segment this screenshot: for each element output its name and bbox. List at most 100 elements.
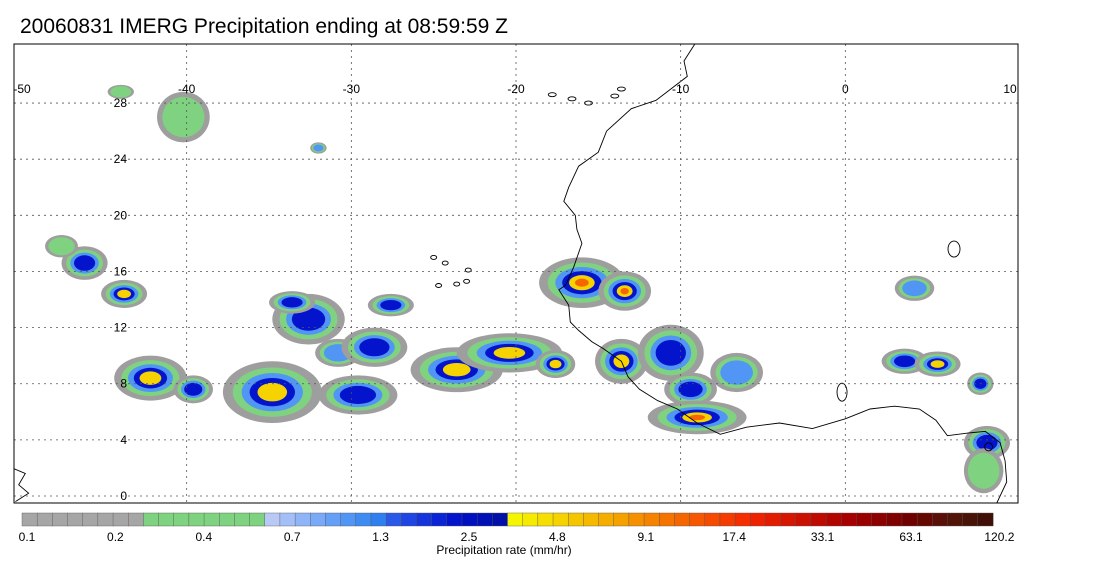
precip-ring [549, 359, 562, 369]
colorbar-swatch [522, 512, 539, 527]
precip-cell [881, 348, 928, 374]
latitude-tick-label: 0 [120, 489, 127, 503]
precip-cell [598, 271, 652, 311]
colorbar-swatch [461, 512, 478, 527]
precip-cell [963, 448, 1004, 494]
precip-cell [310, 142, 327, 154]
colorbar-swatch [219, 512, 235, 527]
map-title: 20060831 IMERG Precipitation ending at 0… [20, 15, 508, 38]
colorbar-swatch [294, 512, 311, 527]
precip-cell [61, 246, 108, 280]
colorbar-swatch [507, 512, 524, 527]
colorbar-swatch [355, 512, 372, 527]
precip-cell [664, 372, 717, 407]
island-outline [567, 96, 577, 102]
island-outline [984, 442, 994, 452]
precip-cell [157, 91, 210, 143]
colorbar-swatch [385, 512, 402, 527]
longitude-tick-labels: -50 -40 -30 -20 -10 0 10 [13, 82, 1017, 96]
island-outline [430, 254, 438, 260]
latitude-tick-label: 28 [114, 96, 128, 110]
precip-ring [117, 289, 132, 299]
lake-outline [947, 240, 961, 258]
colorbar-swatch [674, 512, 690, 527]
precip-cell [341, 327, 408, 367]
colorbar-swatch [689, 512, 706, 527]
colorbar-swatch [97, 512, 114, 527]
precip-cell [318, 375, 398, 415]
colorbar-swatch [795, 512, 812, 527]
colorbar-swatch [583, 512, 599, 527]
colorbar-swatch [188, 512, 205, 527]
colorbar-swatch [856, 512, 873, 527]
colorbar-tick-label: 0.2 [107, 530, 124, 544]
colorbar-swatch [279, 512, 296, 527]
coastline [14, 468, 30, 502]
colorbar-swatch [765, 512, 781, 527]
colorbar-tick-label: 9.1 [637, 530, 654, 544]
colorbar-swatch [52, 512, 68, 527]
latitude-tick-label: 20 [114, 208, 128, 222]
island-outline [435, 283, 443, 288]
longitude-tick-label: -40 [178, 82, 196, 96]
colorbar-swatch [370, 512, 387, 527]
precip-cell [637, 324, 704, 381]
colorbar-swatch [537, 512, 554, 527]
colorbar-swatch [340, 512, 357, 527]
precip-cell [173, 375, 214, 404]
colorbar-swatch [158, 512, 175, 527]
precip-cell [107, 84, 134, 99]
colorbar-swatch [67, 512, 84, 527]
precip-ring [139, 371, 162, 385]
precip-ring [575, 278, 589, 287]
precip-ring [689, 414, 706, 421]
colorbar-swatch [598, 512, 615, 527]
colorbar-swatch [127, 512, 144, 527]
precip-cell [101, 279, 148, 308]
colorbar-tick-labels: 0.1 0.2 0.4 0.7 1.3 2.5 4.8 9.1 17.4 33.1 63.1 120.… [19, 530, 1015, 544]
precip-cell [914, 351, 961, 377]
colorbar-label: Precipitation rate (mm/hr) [436, 543, 571, 557]
colorbar-swatch [977, 512, 994, 527]
colorbar-swatch [613, 512, 630, 527]
island-outline [547, 92, 557, 98]
colorbar-swatch [492, 512, 508, 527]
precip-cell [367, 293, 414, 317]
island-outline [616, 86, 626, 92]
precip-ring [339, 385, 377, 404]
colorbar-tick-label: 1.3 [372, 530, 389, 544]
colorbar-swatch [203, 512, 220, 527]
colorbar-swatch [643, 512, 660, 527]
island-outline [610, 93, 620, 99]
colorbar-swatch [310, 512, 326, 527]
colorbar-swatch [431, 512, 448, 527]
plot-frame [13, 43, 1019, 504]
colorbar-swatch [567, 512, 584, 527]
colorbar-swatch [704, 512, 721, 527]
colorbar-swatch [21, 512, 38, 527]
latitude-tick-labels: 0 4 8 12 16 20 24 28 [114, 96, 128, 503]
precip-cell [894, 275, 935, 301]
precip-ring [281, 297, 303, 308]
precip-ring [902, 280, 927, 297]
colorbar-swatch [552, 512, 569, 527]
colorbar-swatch [780, 512, 797, 527]
precip-ring [720, 360, 753, 385]
island-outline [464, 267, 472, 273]
precip-cell [710, 352, 763, 393]
colorbar-swatch [112, 512, 129, 527]
lake-outline [836, 382, 848, 402]
island-outline [463, 278, 471, 284]
precip-ring [257, 382, 288, 402]
precip-cell [456, 333, 563, 373]
colorbar-swatch [916, 512, 933, 527]
precip-cell [45, 234, 78, 258]
colorbar-swatch [416, 512, 433, 527]
longitude-tick-label: -10 [672, 82, 690, 96]
precip-ring [678, 381, 703, 398]
precip-cell [222, 361, 322, 424]
latitude-tick-label: 12 [114, 321, 128, 335]
precip-ring [620, 287, 629, 295]
colorbar [21, 512, 994, 527]
